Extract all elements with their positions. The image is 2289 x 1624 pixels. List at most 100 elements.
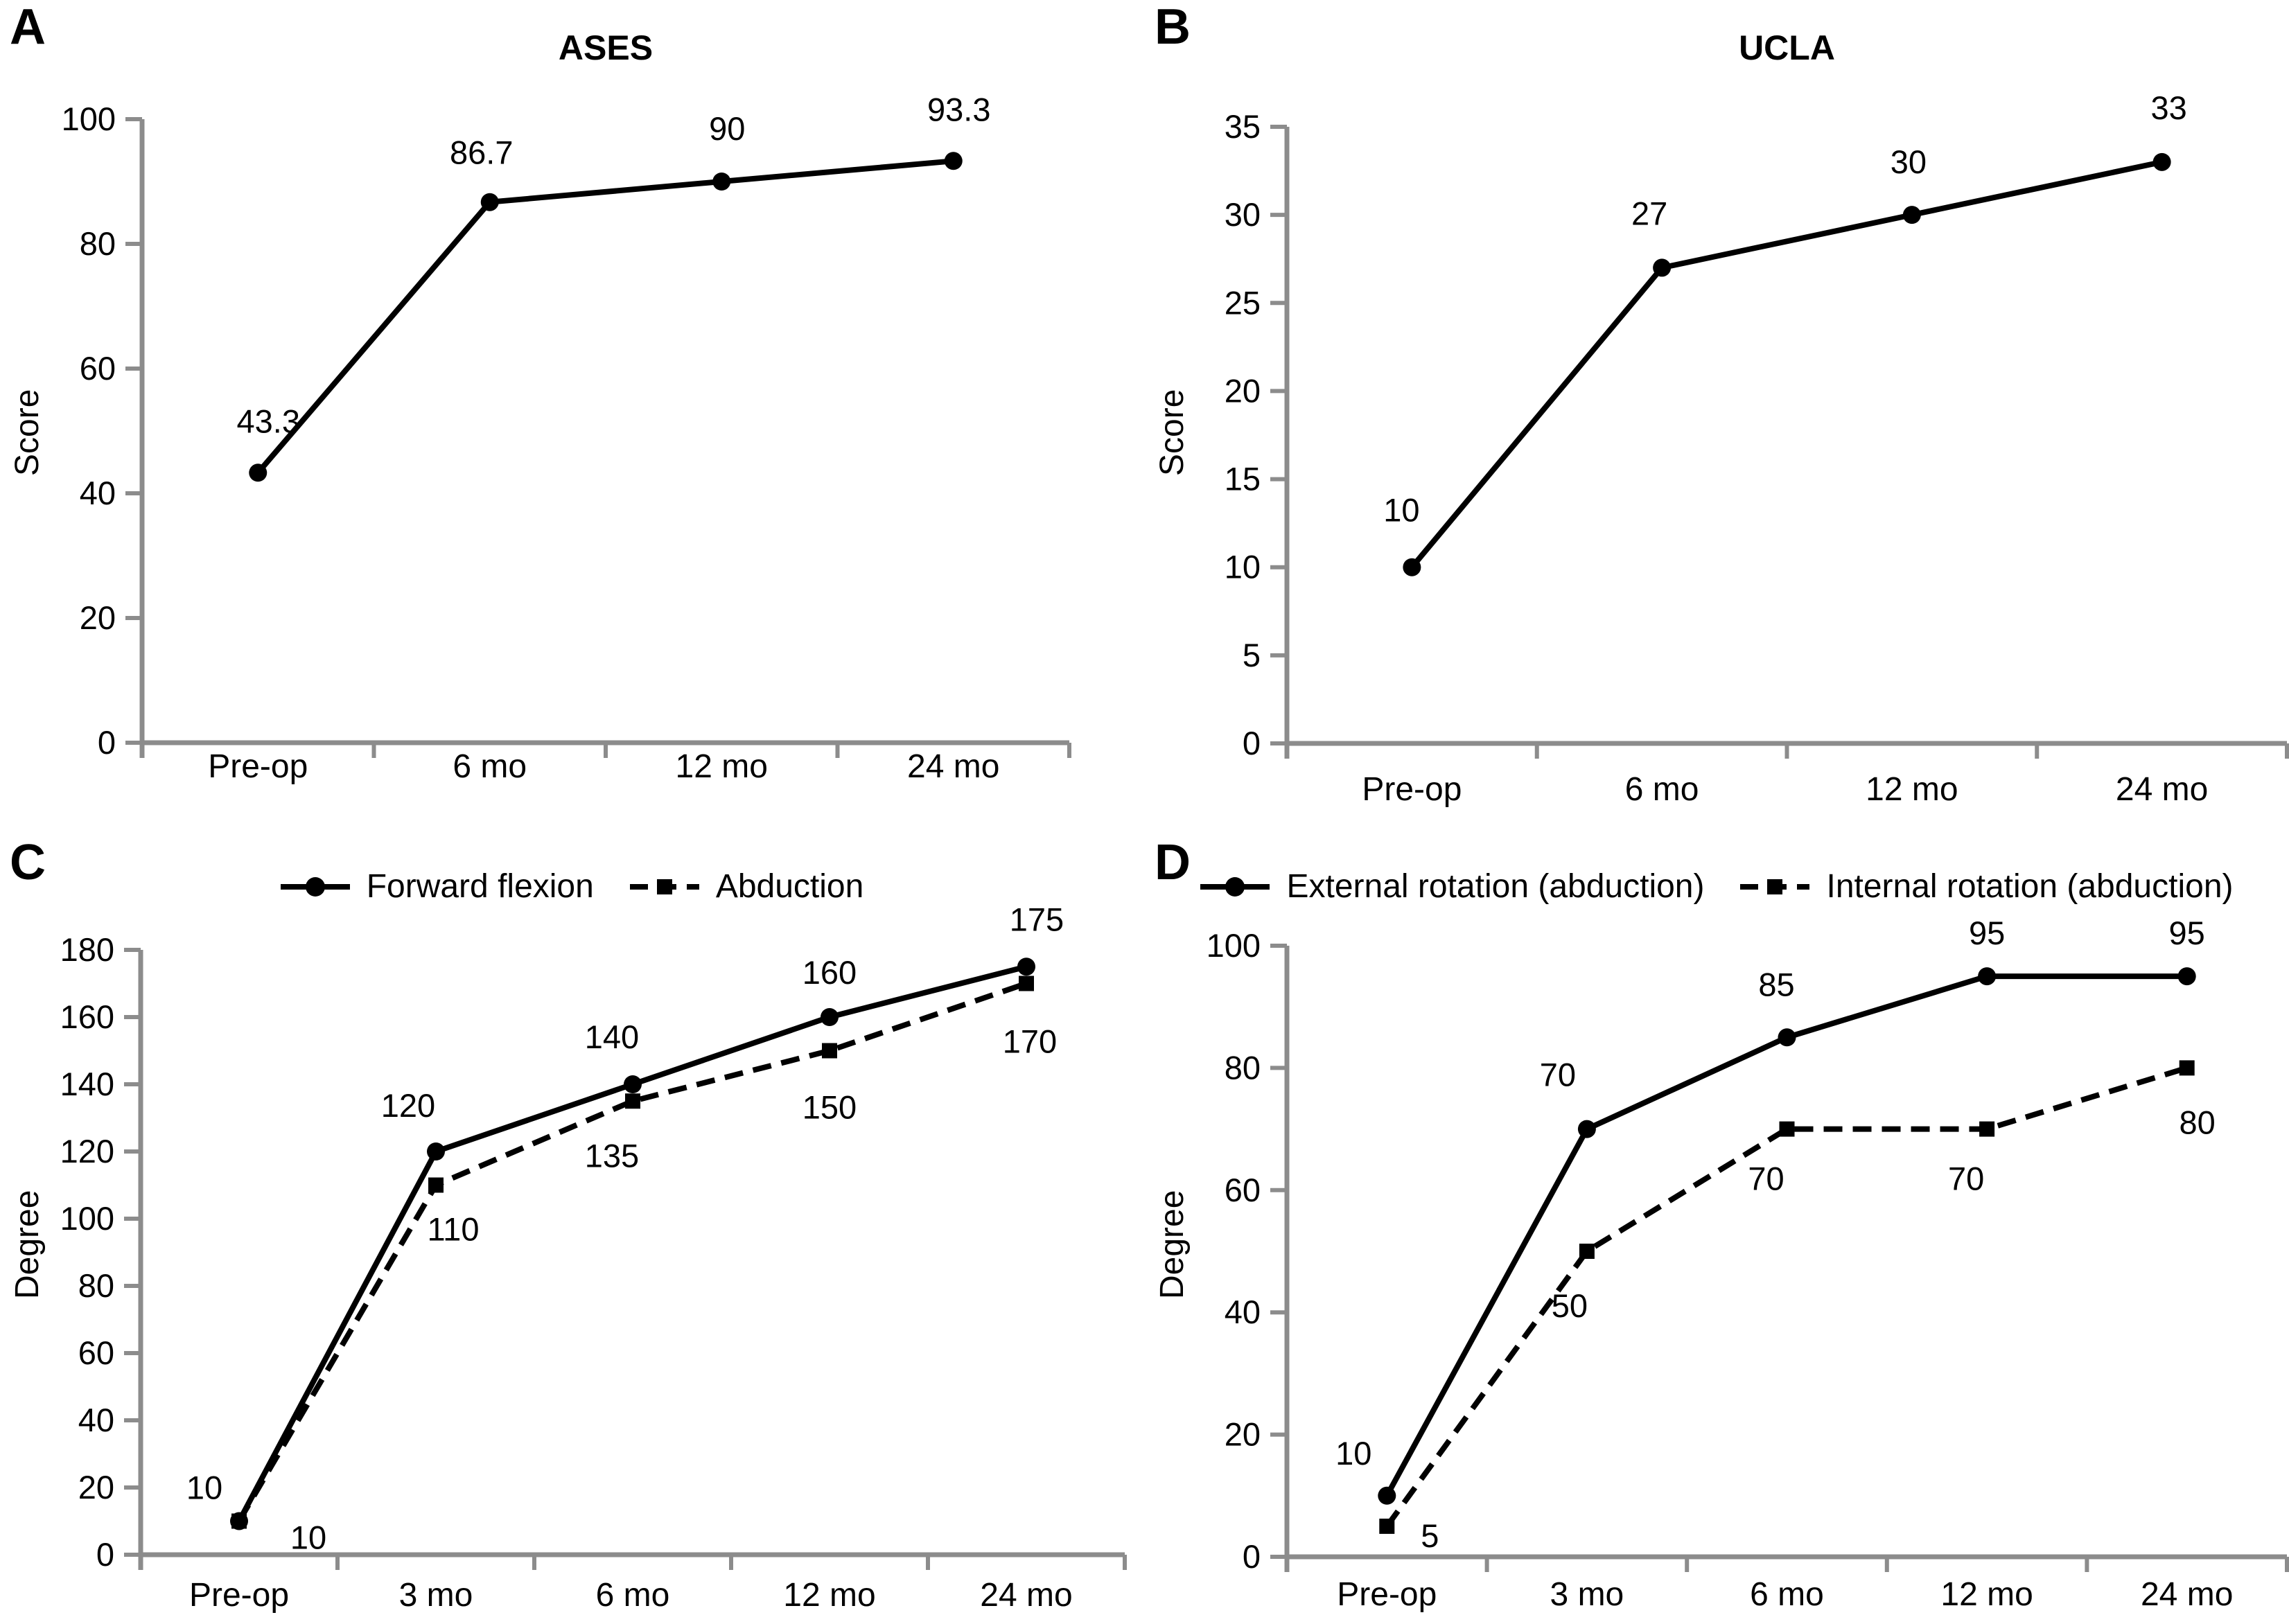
y-tick-label: 0 <box>1243 1538 1261 1575</box>
x-category-label: 24 mo <box>907 748 999 785</box>
y-tick-label: 100 <box>60 1200 114 1237</box>
data-point-label-forward-flexion: 120 <box>381 1087 435 1124</box>
x-category-label: 6 mo <box>453 748 527 785</box>
legend-label: Forward flexion <box>366 868 594 905</box>
y-tick-label: 20 <box>78 1469 114 1506</box>
x-category-label: 3 mo <box>399 1577 473 1614</box>
x-category-label: 6 mo <box>1750 1576 1824 1613</box>
data-point-label-abduction: 170 <box>1003 1023 1057 1060</box>
x-category-label: 24 mo <box>2141 1576 2233 1613</box>
data-point-label-external-rotation-abduction: 85 <box>1758 966 1794 1003</box>
y-tick-label: 60 <box>80 350 116 387</box>
data-point-label-forward-flexion: 10 <box>186 1469 222 1506</box>
data-point-label-external-rotation-abduction: 10 <box>1335 1435 1371 1472</box>
x-category-label: 6 mo <box>1625 771 1699 808</box>
y-tick-label: 80 <box>1225 1049 1261 1086</box>
data-point-marker-series <box>2152 152 2171 171</box>
data-point-marker-abduction <box>231 1513 247 1529</box>
series-line-series <box>256 158 954 475</box>
solid-line-circle-marker-icon <box>1200 877 1270 897</box>
y-tick-label: 20 <box>1225 372 1261 409</box>
y-tick-label: 100 <box>1207 927 1261 964</box>
data-point-label-series: 43.3 <box>237 403 300 439</box>
x-category-label: 6 mo <box>596 1577 670 1614</box>
data-point-label-series: 90 <box>709 110 745 147</box>
y-tick-label: 100 <box>62 100 116 137</box>
solid-line-circle-marker-icon <box>280 877 350 897</box>
series-line-external-rotation-abduction <box>1384 973 2187 1497</box>
y-tick-label: 5 <box>1243 637 1261 673</box>
data-point-label-internal-rotation-abduction: 5 <box>1421 1517 1439 1554</box>
data-point-marker-external-rotation-abduction <box>1978 967 1997 986</box>
data-point-label-external-rotation-abduction: 95 <box>1969 915 2005 951</box>
panel-letter-a: A <box>10 0 46 55</box>
data-point-label-series: 30 <box>1891 143 1927 180</box>
line-chart-ases: 0 20 40 60 80 100 Pre-op 6 mo 12 mo 24 mo 43.3 86.7… <box>62 91 1071 785</box>
line-chart-flexion-abduction: 0 20 40 60 80 100 120 140 160 180 Pre-op 3 mo 6 mo 12… <box>60 901 1127 1614</box>
data-point-label-series: 86.7 <box>450 134 513 171</box>
data-point-marker-internal-rotation-abduction <box>1979 1121 1995 1137</box>
data-point-marker-abduction <box>625 1093 640 1109</box>
legend-item-external-rotation: External rotation (abduction) <box>1200 870 1704 903</box>
data-point-label-series: 33 <box>2150 89 2186 126</box>
data-point-label-forward-flexion: 175 <box>1010 901 1064 937</box>
legend-label: External rotation (abduction) <box>1286 868 1705 905</box>
data-point-marker-forward-flexion <box>624 1075 642 1093</box>
y-tick-label: 40 <box>1225 1294 1261 1330</box>
data-point-marker-internal-rotation-abduction <box>1579 1244 1595 1259</box>
dashed-line-square-marker-icon <box>1740 879 1810 894</box>
data-point-label-series: 93.3 <box>927 91 990 127</box>
data-point-label-internal-rotation-abduction: 70 <box>1748 1160 1784 1197</box>
x-category-label: Pre-op <box>208 748 308 785</box>
data-point-marker-forward-flexion <box>427 1142 445 1160</box>
y-tick-label: 15 <box>1225 461 1261 497</box>
data-point-label-abduction: 150 <box>803 1089 857 1126</box>
data-point-marker-series <box>1653 258 1672 277</box>
x-category-label: 24 mo <box>980 1577 1072 1614</box>
data-point-marker-internal-rotation-abduction <box>1779 1121 1795 1137</box>
y-tick-label: 0 <box>98 724 116 761</box>
legend: Forward flexion Abduction <box>0 870 1144 903</box>
data-point-label-external-rotation-abduction: 95 <box>2169 915 2205 951</box>
y-tick-label: 0 <box>1243 725 1261 761</box>
y-tick-label: 30 <box>1225 196 1261 233</box>
data-point-label-abduction: 135 <box>585 1137 639 1174</box>
data-point-marker-forward-flexion <box>1017 957 1035 976</box>
panel-letter-c: C <box>10 835 46 890</box>
y-tick-label: 80 <box>78 1267 114 1304</box>
data-point-label-internal-rotation-abduction: 50 <box>1552 1287 1588 1324</box>
line-chart-ucla: 0 5 10 15 20 25 30 35 Pre-op 6 mo 12 mo 24 mo 10 27 30… <box>1225 89 2289 808</box>
data-point-label-forward-flexion: 160 <box>803 954 857 991</box>
data-point-marker-series <box>480 193 499 211</box>
panel-flexion-abduction: C Forward flexion Abduction Degree 0 20 40… <box>0 812 1144 1624</box>
y-tick-label: 140 <box>60 1066 114 1102</box>
data-point-label-series: 10 <box>1383 492 1419 529</box>
series-line-internal-rotation-abduction <box>1385 1065 2188 1528</box>
data-point-label-abduction: 110 <box>428 1211 480 1248</box>
x-category-label: 3 mo <box>1550 1576 1624 1613</box>
legend: External rotation (abduction) Internal r… <box>1145 870 2289 903</box>
x-category-label: 12 mo <box>783 1577 875 1614</box>
x-category-label: Pre-op <box>189 1577 289 1614</box>
dashed-line-square-marker-icon <box>629 879 699 894</box>
y-tick-label: 10 <box>1225 549 1261 585</box>
x-category-label: Pre-op <box>1362 771 1462 808</box>
y-tick-label: 20 <box>1225 1416 1261 1453</box>
data-point-label-series: 27 <box>1631 195 1667 231</box>
chart-title-ucla: UCLA <box>1739 28 1835 67</box>
data-point-marker-external-rotation-abduction <box>1378 1486 1396 1505</box>
data-point-marker-external-rotation-abduction <box>1778 1028 1796 1047</box>
y-tick-label: 180 <box>60 931 114 968</box>
y-tick-label: 40 <box>80 475 116 511</box>
x-category-label: Pre-op <box>1337 1576 1437 1613</box>
data-point-label-external-rotation-abduction: 70 <box>1540 1057 1576 1093</box>
data-point-marker-forward-flexion <box>821 1008 839 1026</box>
x-category-label: 12 mo <box>676 748 768 785</box>
chart-title-ases: ASES <box>558 28 654 67</box>
data-point-marker-series <box>944 152 963 170</box>
panel-letter-d: D <box>1155 835 1191 890</box>
x-category-label: 12 mo <box>1866 771 1958 808</box>
panel-rotation: D External rotation (abduction) Internal… <box>1145 812 2289 1624</box>
data-point-label-forward-flexion: 140 <box>585 1018 639 1055</box>
legend-label: Abduction <box>715 868 864 905</box>
